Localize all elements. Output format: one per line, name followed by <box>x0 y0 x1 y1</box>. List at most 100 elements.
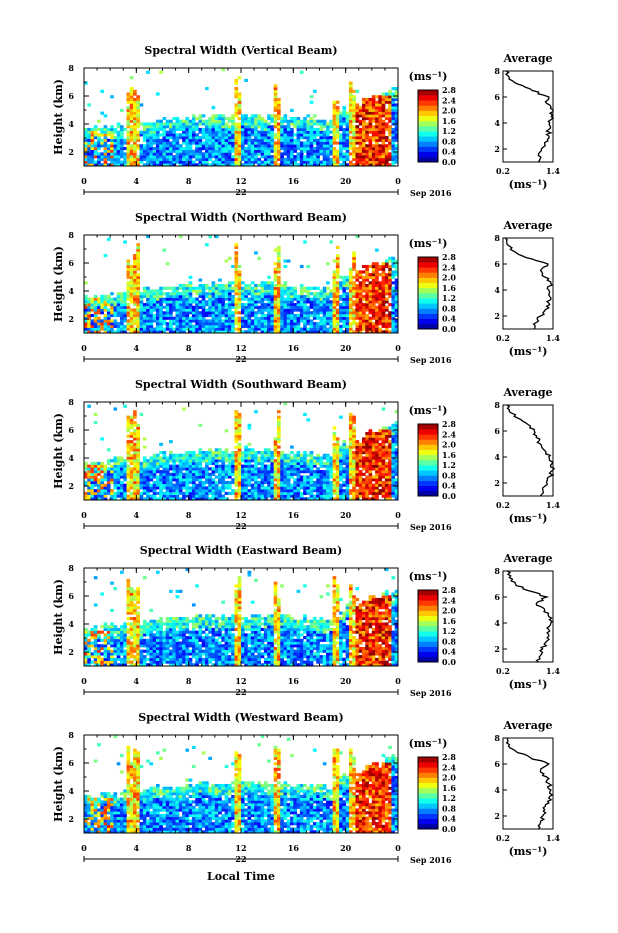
heatmap-cell <box>218 131 222 134</box>
heatmap-cell <box>267 317 271 320</box>
heatmap-cell <box>284 161 288 164</box>
heatmap-cell <box>326 136 330 139</box>
colorbar-band <box>418 141 438 146</box>
heatmap-cell <box>238 476 242 479</box>
heatmap-cell <box>303 128 307 131</box>
heatmap-cell <box>388 268 392 271</box>
heatmap-cell <box>133 454 137 457</box>
heatmap-cell <box>130 298 134 301</box>
heatmap-cell <box>297 303 301 306</box>
heatmap-cell <box>300 300 304 303</box>
heatmap-cell <box>320 144 324 147</box>
heatmap-cell <box>140 161 144 164</box>
heatmap-cell <box>146 289 150 292</box>
heatmap-cell <box>362 289 366 292</box>
heatmap-cell <box>267 448 271 451</box>
heatmap-cell <box>179 317 183 320</box>
heatmap-cell <box>391 147 395 150</box>
heatmap-cell <box>140 325 144 328</box>
heatmap-cell <box>303 328 307 331</box>
heatmap-cell <box>375 152 379 155</box>
y-tick-label: 8 <box>68 230 74 240</box>
heatmap-cell <box>97 486 101 489</box>
heatmap-cell <box>254 150 258 153</box>
heatmap-cell <box>238 421 242 424</box>
heatmap-cell <box>310 117 314 120</box>
heatmap-cell <box>336 287 340 290</box>
heatmap-cell <box>185 459 189 462</box>
heatmap-cell <box>84 152 88 155</box>
heatmap-cell <box>87 139 91 142</box>
heatmap-cell <box>274 106 278 109</box>
heatmap-cell <box>127 429 131 432</box>
heatmap-cell <box>189 462 193 465</box>
heatmap-cell <box>87 142 91 145</box>
heatmap-cell <box>215 328 219 331</box>
panel-title: Spectral Width (Northward Beam) <box>135 211 347 224</box>
heatmap-cell <box>277 122 281 125</box>
heatmap-cell <box>130 473 134 476</box>
heatmap-cell <box>293 295 297 298</box>
heatmap-cell <box>238 416 242 419</box>
heatmap-cell <box>136 440 140 443</box>
heatmap-cell <box>143 292 147 295</box>
heatmap-cell <box>120 295 124 298</box>
heatmap-cell <box>290 317 294 320</box>
heatmap-cell <box>176 489 180 492</box>
heatmap-cell <box>378 125 382 128</box>
heatmap-cell <box>333 109 337 112</box>
heatmap-cell <box>369 120 373 123</box>
heatmap-cell <box>333 303 337 306</box>
heatmap-cell <box>146 481 150 484</box>
heatmap-cell <box>362 103 366 106</box>
heatmap-cell <box>156 152 160 155</box>
colorbar-tick-label: 0.4 <box>442 147 456 157</box>
heatmap-cell <box>228 292 232 295</box>
heatmap-cell <box>234 311 238 314</box>
heatmap-cell <box>94 161 98 164</box>
heatmap-cell <box>172 125 176 128</box>
heatmap-cell <box>264 287 268 290</box>
heatmap-cell <box>149 489 153 492</box>
heatmap-cell <box>333 152 337 155</box>
heatmap-cell <box>127 112 131 115</box>
heatmap-cell <box>176 481 180 484</box>
heatmap-cell <box>195 492 199 495</box>
heatmap-cell <box>172 139 176 142</box>
heatmap-cell <box>261 300 265 303</box>
heatmap-cell <box>146 139 150 142</box>
heatmap-cell <box>333 325 337 328</box>
heatmap-cell <box>254 467 258 470</box>
heatmap-cell <box>362 106 366 109</box>
heatmap-cell <box>97 467 101 470</box>
heatmap-cell <box>320 295 324 298</box>
heatmap-cell <box>127 262 131 265</box>
heatmap-cell <box>212 473 216 476</box>
heatmap-cell <box>378 311 382 314</box>
heatmap-cell <box>143 481 147 484</box>
heatmap-cell <box>270 161 274 164</box>
heatmap-cell <box>182 476 186 479</box>
heatmap-cell <box>303 484 307 487</box>
heatmap-cell <box>192 465 196 468</box>
heatmap-cell <box>388 287 392 290</box>
heatmap-cell <box>385 125 389 128</box>
heatmap-cell <box>238 451 242 454</box>
heatmap-cell <box>365 298 369 301</box>
heatmap-cell <box>284 309 288 312</box>
heatmap-cell <box>84 462 88 465</box>
heatmap-cell <box>117 122 121 125</box>
heatmap-cell <box>310 161 314 164</box>
heatmap-cell <box>136 481 140 484</box>
heatmap-cell <box>169 465 173 468</box>
heatmap-cell <box>388 325 392 328</box>
heatmap-cell <box>218 495 222 498</box>
heatmap-cell <box>336 276 340 279</box>
heatmap-cell <box>234 410 238 413</box>
heatmap-cell <box>143 122 147 125</box>
heatmap-cell <box>133 109 137 112</box>
heatmap-cell <box>346 298 350 301</box>
heatmap-cell <box>310 319 314 322</box>
heatmap-cell <box>382 322 386 325</box>
heatmap-cell <box>267 489 271 492</box>
